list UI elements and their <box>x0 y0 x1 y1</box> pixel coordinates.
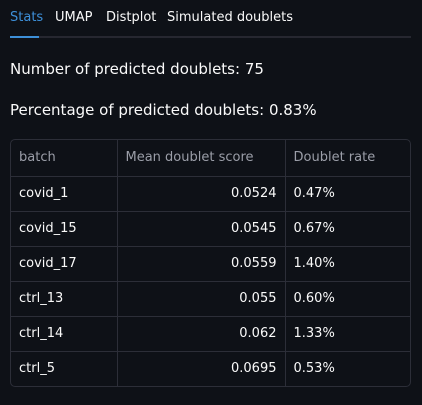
batch-cell[interactable]: ctrl_5 <box>11 351 118 386</box>
table-row: covid_1 0.0524 0.47% <box>11 176 410 212</box>
table-row: covid_15 0.0545 0.67% <box>11 211 410 247</box>
column-header-mean-doublet-score[interactable]: Mean doublet score <box>117 140 286 177</box>
data-table: batch Mean doublet score Doublet rate co… <box>11 140 410 386</box>
doublet-rate-cell[interactable]: 0.67% <box>285 211 410 247</box>
batch-cell[interactable]: ctrl_14 <box>11 316 118 352</box>
tab-stats[interactable]: Stats <box>10 10 43 26</box>
batch-cell[interactable]: ctrl_13 <box>11 281 118 317</box>
mean-doublet-score-cell[interactable]: 0.0695 <box>117 351 286 386</box>
table-row: covid_17 0.0559 1.40% <box>11 246 410 282</box>
batch-cell[interactable]: covid_17 <box>11 246 118 282</box>
batch-cell[interactable]: covid_15 <box>11 211 118 247</box>
tab-stats-label: Stats <box>10 10 44 25</box>
table-row: ctrl_5 0.0695 0.53% <box>11 351 410 386</box>
doublet-rate-cell[interactable]: 1.40% <box>285 246 410 282</box>
batch-cell[interactable]: covid_1 <box>11 176 118 212</box>
mean-doublet-score-cell[interactable]: 0.0524 <box>117 176 286 212</box>
doublet-stats-table[interactable]: batch Mean doublet score Doublet rate co… <box>10 139 411 387</box>
column-header-batch[interactable]: batch <box>11 140 118 177</box>
table-row: ctrl_13 0.055 0.60% <box>11 281 410 317</box>
mean-doublet-score-cell[interactable]: 0.0545 <box>117 211 286 247</box>
tab-distplot[interactable]: Distplot <box>106 10 156 26</box>
tab-bar: Stats UMAP Distplot Simulated doublets <box>10 0 411 38</box>
tab-umap-label: UMAP <box>55 10 93 25</box>
table-header-row: batch Mean doublet score Doublet rate <box>11 140 410 177</box>
table-row: ctrl_14 0.062 1.33% <box>11 316 410 352</box>
tab-simulated-doublets[interactable]: Simulated doublets <box>167 10 293 26</box>
mean-doublet-score-cell[interactable]: 0.055 <box>117 281 286 317</box>
tab-simulated-doublets-label: Simulated doublets <box>167 10 294 25</box>
doublet-rate-cell[interactable]: 0.60% <box>285 281 410 317</box>
predicted-doublets-count: Number of predicted doublets: 75 <box>10 60 264 78</box>
column-header-doublet-rate[interactable]: Doublet rate <box>285 140 410 177</box>
tab-distplot-label: Distplot <box>106 10 157 25</box>
doublet-rate-cell[interactable]: 0.47% <box>285 176 410 212</box>
active-tab-indicator <box>10 36 39 38</box>
tab-umap[interactable]: UMAP <box>55 10 92 26</box>
doublet-rate-cell[interactable]: 1.33% <box>285 316 410 352</box>
mean-doublet-score-cell[interactable]: 0.0559 <box>117 246 286 282</box>
mean-doublet-score-cell[interactable]: 0.062 <box>117 316 286 352</box>
predicted-doublets-percentage: Percentage of predicted doublets: 0.83% <box>10 101 317 119</box>
doublet-rate-cell[interactable]: 0.53% <box>293 361 335 377</box>
